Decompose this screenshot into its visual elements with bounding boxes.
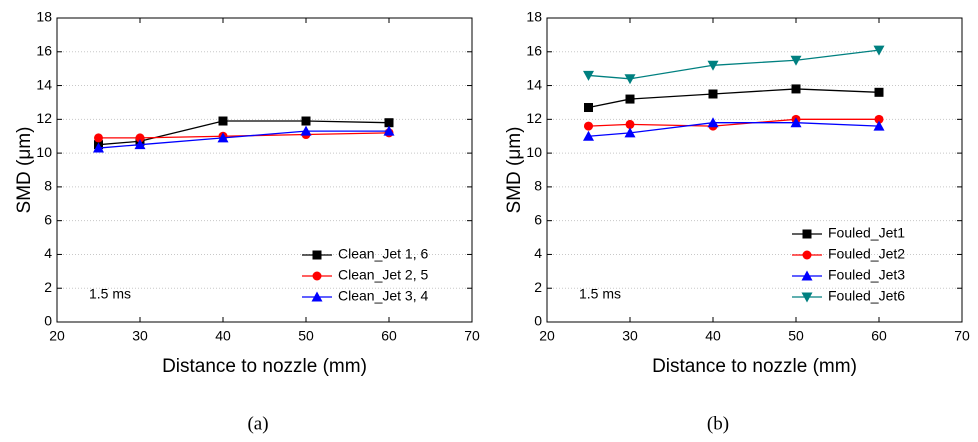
x-tick-label: 20: [539, 328, 555, 344]
legend-marker: [312, 250, 322, 260]
plot-frame: [546, 17, 963, 323]
x-tick-label: 50: [788, 328, 804, 344]
marker: [624, 127, 636, 138]
x-tick-label: 40: [705, 328, 721, 344]
y-tick-label: 10: [526, 144, 542, 160]
marker: [217, 132, 229, 143]
marker: [93, 142, 104, 153]
legend-label: Fouled_Jet1: [828, 225, 905, 241]
marker: [583, 70, 594, 81]
marker: [583, 130, 594, 141]
y-tick-label: 4: [44, 245, 52, 261]
marker: [791, 84, 801, 94]
y-tick-label: 4: [534, 245, 542, 261]
x-tick-label: 40: [215, 328, 231, 344]
marker: [218, 116, 228, 126]
annotation: 1.5 ms: [579, 286, 621, 302]
marker: [301, 116, 311, 126]
y-tick-label: 12: [526, 110, 542, 126]
x-axis-title: Distance to nozzle (mm): [162, 356, 367, 377]
marker: [625, 94, 635, 104]
x-tick-label: 30: [622, 328, 638, 344]
legend-label: Clean_Jet 1, 6: [338, 246, 428, 262]
y-tick-label: 0: [44, 313, 52, 329]
y-tick-label: 6: [534, 211, 542, 227]
legend-label: Fouled_Jet3: [828, 267, 905, 283]
legend-marker: [802, 229, 812, 239]
legend-marker: [801, 292, 813, 303]
marker: [584, 121, 593, 131]
annotation: 1.5 ms: [89, 286, 131, 302]
x-tick-label: 20: [49, 328, 65, 344]
legend-label: Clean_Jet 2, 5: [338, 267, 428, 283]
y-tick-label: 2: [44, 279, 52, 295]
x-tick-label: 70: [954, 328, 970, 344]
y-tick-label: 16: [36, 42, 52, 58]
x-tick-label: 60: [871, 328, 887, 344]
x-tick-label: 50: [298, 328, 314, 344]
legend-label: Clean_Jet 3, 4: [338, 288, 428, 304]
y-tick-label: 8: [534, 178, 542, 194]
y-tick-label: 0: [534, 313, 542, 329]
marker: [134, 139, 146, 150]
marker: [707, 117, 719, 128]
x-axis-title: Distance to nozzle (mm): [652, 356, 857, 377]
marker: [873, 120, 885, 131]
marker: [707, 60, 719, 71]
y-tick-label: 14: [36, 76, 52, 92]
caption: (a): [247, 413, 268, 434]
marker: [790, 117, 802, 128]
marker: [300, 125, 312, 136]
x-tick-label: 60: [381, 328, 397, 344]
marker: [94, 133, 103, 143]
y-tick-label: 10: [36, 144, 52, 160]
y-tick-label: 18: [36, 9, 52, 25]
y-tick-label: 8: [44, 178, 52, 194]
chart: 0 2 4 6 8 10 12 14 16 18 20 30 40 50 60 70 Distance to n…: [504, 9, 970, 435]
marker: [384, 118, 394, 128]
y-tick-label: 6: [44, 211, 52, 227]
marker: [625, 119, 635, 129]
y-tick-label: 12: [36, 110, 52, 126]
marker: [584, 103, 593, 113]
y-tick-label: 14: [526, 76, 542, 92]
marker: [135, 133, 145, 143]
legend-marker: [312, 271, 322, 281]
x-tick-label: 70: [464, 328, 480, 344]
marker: [383, 125, 395, 136]
y-tick-label: 18: [526, 9, 542, 25]
chart: 0 2 4 6 8 10 12 14 16 18 20 30 40 50 60 70 Distance to n…: [14, 9, 480, 435]
marker: [873, 45, 885, 56]
legend-label: Fouled_Jet6: [828, 288, 905, 304]
legend-marker: [802, 250, 812, 260]
legend-marker: [311, 291, 323, 302]
legend-marker: [801, 270, 813, 281]
marker: [624, 74, 636, 85]
y-tick-label: 16: [526, 42, 542, 58]
marker: [874, 114, 884, 124]
plot-frame: [56, 17, 473, 323]
caption: (b): [707, 413, 729, 434]
marker: [790, 55, 802, 66]
x-tick-label: 30: [132, 328, 148, 344]
legend-label: Fouled_Jet2: [828, 246, 905, 262]
y-axis-title: SMD (μm): [14, 127, 35, 214]
y-tick-label: 2: [534, 279, 542, 295]
y-axis-title: SMD (μm): [504, 127, 525, 214]
marker: [874, 87, 884, 97]
marker: [708, 89, 718, 99]
